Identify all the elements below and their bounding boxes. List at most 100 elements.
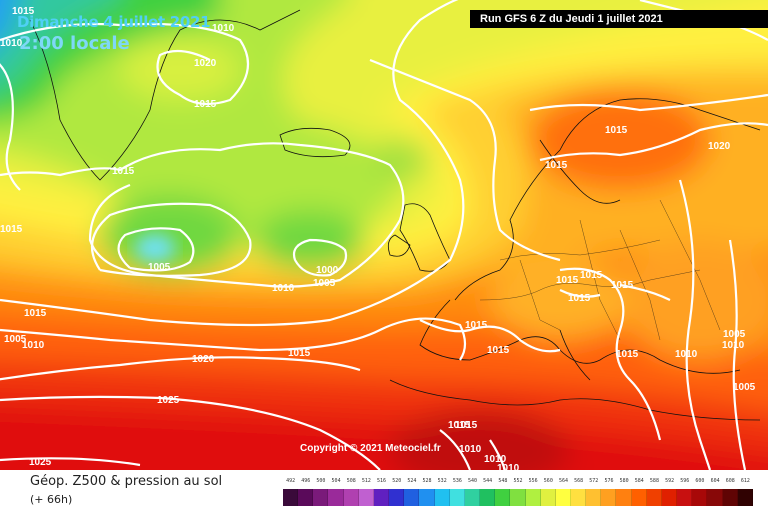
isobar-label: 1010: [484, 454, 507, 465]
color-scale-label: 560: [543, 478, 553, 484]
color-scale-label: 556: [528, 478, 538, 484]
isobar-label: 1005: [148, 262, 171, 273]
isobar-label: 1005: [733, 382, 756, 393]
color-scale-label: 584: [634, 478, 644, 484]
color-scale-label: 520: [392, 478, 402, 484]
isobar-label: 1020: [192, 354, 215, 365]
isobar-label: 1010: [722, 340, 745, 351]
color-scale-label: 564: [558, 478, 568, 484]
color-scale-label: 552: [513, 478, 523, 484]
geopotential-field: [0, 0, 768, 470]
isobar-label: 1015: [545, 160, 568, 171]
color-scale-label: 492: [286, 478, 296, 484]
color-scale-swatch: [707, 489, 723, 506]
color-scale-swatch: [722, 489, 738, 506]
low-center: [135, 234, 175, 262]
color-scale-swatch: [661, 489, 678, 506]
color-scale-swatch: [525, 489, 541, 506]
coastlines: [29, 9, 761, 421]
isobar-label: 1015: [12, 6, 35, 17]
color-scale-swatch: [434, 489, 450, 506]
isobar-label: 1015: [288, 348, 311, 359]
color-scale-label: 588: [649, 478, 659, 484]
isobar-label: 1015: [112, 166, 135, 177]
color-scale-swatch: [389, 489, 405, 506]
isobar-label: 1015: [611, 280, 634, 291]
color-scale-label: 540: [468, 478, 478, 484]
color-scale-swatch: [692, 489, 708, 506]
color-scale-swatch: [313, 489, 329, 506]
isobar-label: 1015: [487, 345, 510, 356]
color-scale-swatch: [737, 489, 753, 506]
color-scale-label: 604: [710, 478, 720, 484]
map-canvas: 1015 1010 1010 1020 1015 1015 1015 1005 …: [0, 0, 768, 470]
color-scale-swatch: [328, 489, 344, 506]
color-scale-label: 576: [604, 478, 614, 484]
color-scale-swatch: [373, 489, 390, 506]
forecast-date-title: Dimanche 4 juillet 2021: [17, 13, 211, 31]
isobar-label: 1010: [497, 463, 520, 470]
isobar-label: 1010: [212, 23, 235, 34]
color-scale-swatch: [343, 489, 359, 506]
color-scale-bar: [283, 489, 753, 506]
color-scale-label: 544: [483, 478, 493, 484]
color-scale-label: 500: [316, 478, 326, 484]
color-scale-swatch: [510, 489, 526, 506]
isobar-label: 1015: [0, 224, 23, 235]
color-scale-label: 504: [331, 478, 341, 484]
color-scale-swatch: [404, 489, 420, 506]
isobar-label: 1015: [455, 420, 478, 431]
isobar-label: 1010: [22, 340, 45, 351]
color-scale-label: 608: [725, 478, 735, 484]
color-scale-label: 516: [377, 478, 387, 484]
isobar-label: 1020: [194, 58, 217, 69]
color-scale-swatch: [677, 489, 693, 506]
color-scale-swatch: [495, 489, 511, 506]
color-scale-label: 496: [301, 478, 311, 484]
color-scale-label: 596: [680, 478, 690, 484]
lead-time-label: (+ 66h): [30, 493, 73, 506]
color-scale-swatch: [586, 489, 602, 506]
color-scale-swatch: [631, 489, 647, 506]
isobar-label: 1020: [708, 141, 731, 152]
isobars: [0, 0, 768, 470]
color-scale-swatch: [464, 489, 481, 506]
color-scale-label: 548: [498, 478, 508, 484]
color-scale-label: 532: [437, 478, 447, 484]
isobar-label: 1005: [723, 329, 746, 340]
isobar-label: 1015: [465, 320, 488, 331]
color-scale-swatch: [358, 489, 374, 506]
color-scale-label: 600: [695, 478, 705, 484]
color-scale-label: 508: [346, 478, 356, 484]
color-scale-swatch: [540, 489, 556, 506]
color-scale-swatch: [480, 489, 496, 506]
isobar-label: 1005: [313, 278, 336, 289]
isobar-label: 1015: [24, 308, 47, 319]
isobar-label: 1010: [459, 444, 482, 455]
color-scale: 492 496 500 504 508 512 516 520 524 528 532 536 540 5…: [283, 478, 753, 508]
color-scale-swatch: [283, 489, 299, 506]
run-info-banner: Run GFS 6 Z du Jeudi 1 juillet 2021: [470, 10, 768, 28]
color-scale-swatch: [646, 489, 662, 506]
color-scale-labels: 492 496 500 504 508 512 516 520 524 528 532 536 540 5…: [283, 478, 753, 488]
color-scale-label: 528: [422, 478, 432, 484]
color-scale-label: 536: [452, 478, 462, 484]
isobar-label: 1010: [272, 283, 295, 294]
isobar-label: 1015: [616, 349, 639, 360]
isobar-label: 1000: [316, 265, 339, 276]
color-scale-swatch: [616, 489, 632, 506]
color-scale-label: 512: [361, 478, 371, 484]
isobar-label: 1010: [675, 349, 698, 360]
color-scale-label: 524: [407, 478, 417, 484]
isobar-label: 1010: [0, 38, 23, 49]
isobar-label: 1005: [4, 334, 27, 345]
isobar-label: 1015: [605, 125, 628, 136]
color-scale-swatch: [570, 489, 587, 506]
weather-map: 1015 1010 1010 1020 1015 1015 1015 1005 …: [0, 0, 768, 470]
isobar-label: 1025: [157, 395, 180, 406]
forecast-time-title: 2:00 locale: [19, 33, 130, 54]
color-scale-label: 580: [619, 478, 629, 484]
color-scale-label: 612: [740, 478, 750, 484]
color-scale-label: 592: [665, 478, 675, 484]
isobar-label: 1015: [556, 275, 579, 286]
